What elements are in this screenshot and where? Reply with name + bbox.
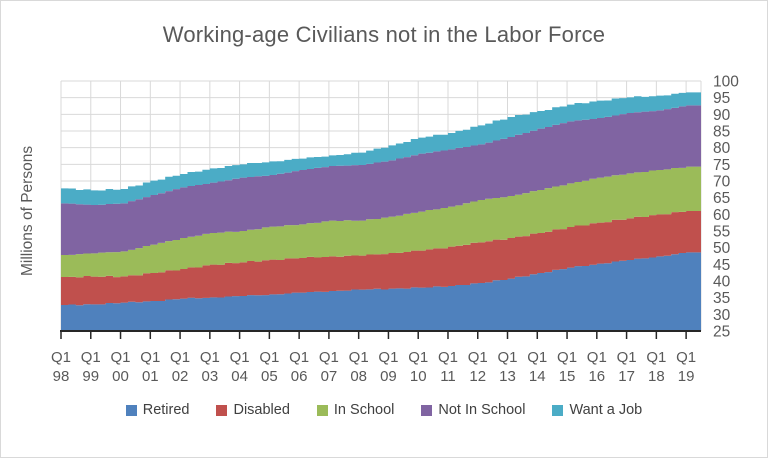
x-tick-quarter-label: Q1 [468,349,488,366]
x-tick-quarter-label: Q1 [111,349,131,366]
x-tick-year-label: 05 [261,368,278,385]
x-tick-year-label: 11 [440,368,456,385]
x-tick-quarter-label: Q1 [408,349,428,366]
x-tick-year-label: 08 [350,368,367,385]
legend-label: Not In School [438,402,526,418]
x-tick-quarter-label: Q1 [646,349,666,366]
x-tick-year-label: 98 [53,368,70,385]
legend-label: Retired [142,402,190,418]
x-tick-quarter-label: Q1 [676,349,696,366]
y-tick-label: 100 [713,74,739,91]
x-tick-quarter-label: Q1 [349,349,369,366]
x-tick-year-label: 10 [410,368,427,385]
area-series-want-a-job [61,92,701,205]
x-tick-year-label: 13 [499,368,516,385]
y-tick-label: 25 [713,324,730,341]
y-tick-label: 40 [713,274,731,291]
y-tick-label: 55 [713,224,730,241]
x-tick-year-label: 06 [291,368,308,385]
x-tick-quarter-label: Q1 [527,349,547,366]
x-tick-year-label: 99 [82,368,99,385]
x-tick-quarter-label: Q1 [170,349,190,366]
area-series-not-in-school [61,105,701,255]
x-tick-year-label: 16 [588,368,605,385]
x-tick-quarter-label: Q1 [378,349,398,366]
x-tick-year-label: 00 [112,368,129,385]
y-tick-label: 30 [713,307,731,324]
x-axis [60,330,701,339]
y-tick-label: 75 [713,157,730,174]
y-tick-label: 45 [713,257,730,274]
legend-item-in-school: In School [316,402,395,418]
area-series-in-school [61,166,701,278]
x-tick-quarter-label: Q1 [289,349,309,366]
legend-swatch-icon [421,404,433,416]
area-series-retired [61,252,701,331]
x-tick-quarter-label: Q1 [51,349,71,366]
x-axis-tick-labels: Q1 98 Q1 99 Q1 00 Q1 01 Q1 02 Q1 03 Q1 04 Q1 05 Q1 06 Q1 07… [51,349,696,385]
x-tick-quarter-label: Q1 [617,349,637,366]
legend-label: Want a Job [569,402,643,418]
area-series-disabled [61,211,701,306]
x-tick-year-label: 03 [201,368,218,385]
y-tick-label: 90 [713,107,731,124]
x-tick-year-label: 18 [648,368,665,385]
x-tick-year-label: 02 [172,368,189,385]
x-tick-quarter-label: Q1 [498,349,518,366]
legend-item-not-in-school: Not In School [421,402,525,418]
x-tick-year-label: 04 [231,368,248,385]
x-tick-quarter-label: Q1 [587,349,607,366]
x-tick-quarter-label: Q1 [259,349,279,366]
x-tick-year-label: 12 [469,368,486,385]
x-tick-year-label: 14 [529,368,546,385]
x-tick-year-label: 19 [678,368,695,385]
x-tick-quarter-label: Q1 [438,349,458,366]
x-tick-year-label: 15 [559,368,576,385]
y-tick-label: 80 [713,140,731,157]
legend-item-disabled: Disabled [216,402,290,418]
legend-swatch-icon [316,404,328,416]
x-tick-year-label: 01 [142,368,159,385]
legend-swatch-icon [216,404,228,416]
legend-label: In School [333,402,395,418]
y-tick-label: 60 [713,207,731,224]
x-tick-year-label: 17 [618,368,635,385]
x-tick-quarter-label: Q1 [140,349,160,366]
legend-swatch-icon [552,404,564,416]
y-tick-label: 70 [713,174,731,191]
x-tick-year-label: 09 [380,368,397,385]
x-tick-quarter-label: Q1 [557,349,577,366]
legend-swatch-icon [125,404,137,416]
legend-item-want-a-job: Want a Job [552,402,642,418]
y-tick-label: 95 [713,90,730,107]
x-tick-quarter-label: Q1 [319,349,339,366]
chart-title: Working-age Civilians not in the Labor F… [162,22,606,47]
y-tick-label: 35 [713,290,730,307]
x-tick-quarter-label: Q1 [230,349,250,366]
y-tick-label: 85 [713,124,730,141]
x-tick-quarter-label: Q1 [200,349,220,366]
y-tick-label: 65 [713,190,730,207]
y-tick-label: 50 [713,240,731,257]
x-tick-year-label: 07 [321,368,338,385]
legend: Retired Disabled In School Not In School Wan… [1,402,767,418]
x-tick-quarter-label: Q1 [81,349,101,366]
legend-item-retired: Retired [125,402,190,418]
legend-label: Disabled [233,402,290,418]
